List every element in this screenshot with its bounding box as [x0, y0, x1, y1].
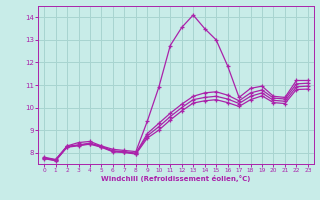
X-axis label: Windchill (Refroidissement éolien,°C): Windchill (Refroidissement éolien,°C) — [101, 175, 251, 182]
